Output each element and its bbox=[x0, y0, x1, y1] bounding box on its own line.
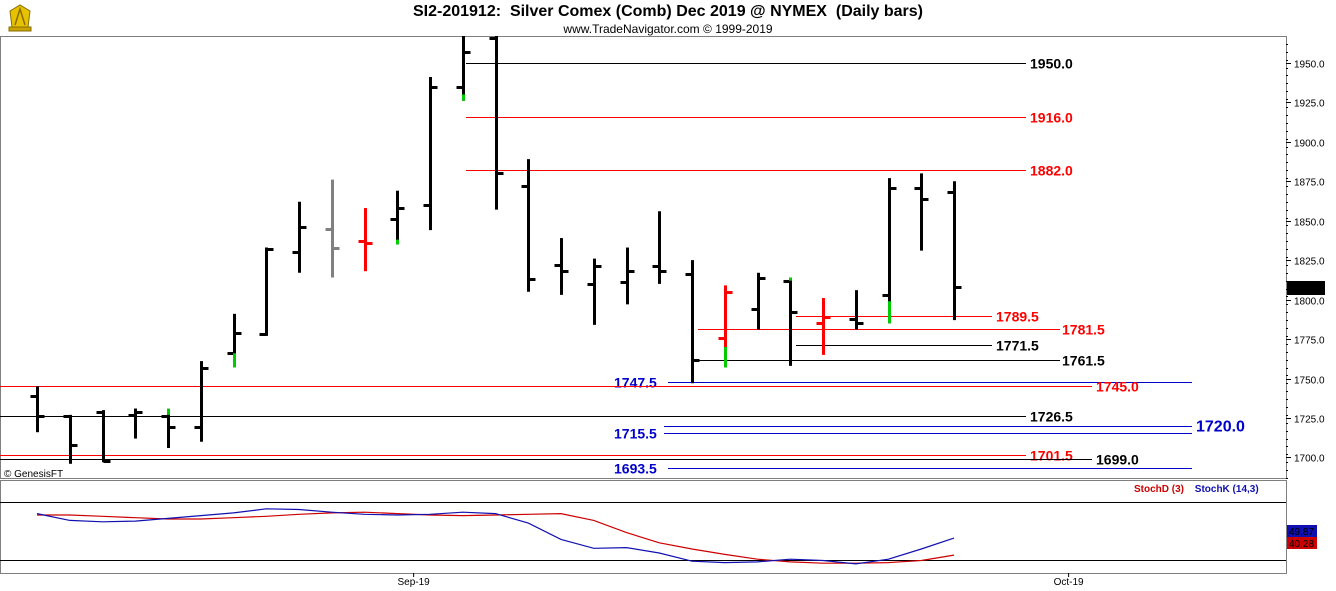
level-label: 1761.5 bbox=[1062, 353, 1105, 369]
stoch-k-value: 49.87 bbox=[1289, 527, 1314, 538]
y-tick-label: 1800.0 bbox=[1294, 297, 1325, 308]
level-label: 1720.0 bbox=[1196, 419, 1245, 436]
stoch-k-value-marker bbox=[1287, 525, 1317, 537]
x-tick-label: Sep-19 bbox=[398, 577, 431, 588]
stoch-panel-border bbox=[0, 480, 1287, 574]
copyright-notice: © GenesisFT bbox=[4, 469, 64, 480]
level-label: 1693.5 bbox=[614, 461, 657, 477]
level-label: 1701.5 bbox=[1030, 448, 1073, 464]
y-tick-label: 1850.0 bbox=[1294, 218, 1325, 229]
chart-subtitle: www.TradeNavigator.com © 1999-2019 bbox=[563, 22, 773, 36]
stoch-d-value-marker bbox=[1287, 537, 1317, 549]
y-tick-label: 1825.0 bbox=[1294, 257, 1325, 268]
y-tick-label: 1750.0 bbox=[1294, 376, 1325, 387]
y-tick-label: 1875.0 bbox=[1294, 178, 1325, 189]
stoch-d-legend: StochD (3) bbox=[1134, 484, 1184, 495]
price-panel-border bbox=[0, 36, 1287, 479]
level-label: 1747.5 bbox=[614, 375, 657, 391]
y-tick-label: 1900.0 bbox=[1294, 139, 1325, 150]
title-bar: SI2-201912: Silver Comex (Comb) Dec 2019… bbox=[0, 0, 1336, 36]
level-label: 1950.0 bbox=[1030, 56, 1073, 72]
chart-title: SI2-201912: Silver Comex (Comb) Dec 2019… bbox=[412, 3, 924, 20]
x-tick-label: Oct-19 bbox=[1054, 577, 1084, 588]
level-label: 1699.0 bbox=[1096, 452, 1139, 468]
level-label: 1771.5 bbox=[996, 338, 1039, 354]
level-label: 1726.5 bbox=[1030, 409, 1073, 425]
level-label: 1789.5 bbox=[996, 309, 1039, 325]
y-tick-label: 1925.0 bbox=[1294, 99, 1325, 110]
level-label: 1916.0 bbox=[1030, 110, 1073, 126]
level-label: 1745.0 bbox=[1096, 379, 1139, 395]
stoch-k-line bbox=[36, 508, 955, 565]
y-tick-label: 1950.0 bbox=[1294, 60, 1325, 71]
y-tick-label: 1725.0 bbox=[1294, 415, 1325, 426]
y-tick-label: 1775.0 bbox=[1294, 336, 1325, 347]
stoch-k-legend: StochK (14,3) bbox=[1194, 484, 1259, 495]
level-label: 1715.5 bbox=[614, 426, 657, 442]
stoch-d-value: 40.28 bbox=[1289, 539, 1314, 550]
last-price-label: 1807.5 bbox=[1290, 284, 1321, 295]
stochastic-legend: StochD (3) StochK (14,3) bbox=[1134, 484, 1259, 495]
level-label: 1882.0 bbox=[1030, 163, 1073, 179]
y-tick-label: 1700.0 bbox=[1294, 454, 1325, 465]
level-label: 1781.5 bbox=[1062, 322, 1105, 338]
stoch-d-line bbox=[37, 511, 955, 564]
trade-navigator-logo-icon bbox=[6, 3, 34, 33]
last-price-marker bbox=[1287, 281, 1325, 295]
